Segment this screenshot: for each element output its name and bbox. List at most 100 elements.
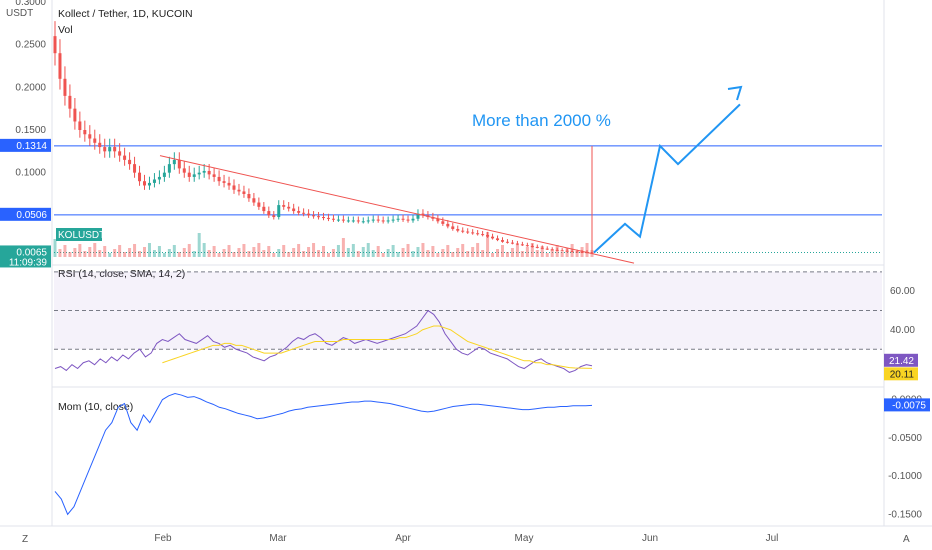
volume-bar [83, 251, 87, 257]
volume-bar [371, 250, 375, 257]
volume-label: Vol [58, 24, 73, 36]
candle-body [520, 244, 524, 246]
price-tick-label: 0.1500 [15, 125, 46, 136]
candle-body [525, 245, 529, 247]
candle-body [217, 176, 221, 182]
volume-bar [401, 248, 405, 257]
volume-bar [466, 251, 470, 257]
candle-body [242, 191, 246, 194]
candle-body [341, 219, 345, 221]
candle-body [456, 228, 460, 231]
volume-bar [322, 246, 325, 257]
volume-bar [525, 247, 529, 257]
candle-body [267, 211, 271, 216]
volume-bar [426, 250, 430, 257]
scale-mode-right[interactable]: A [903, 534, 910, 545]
candle-body [312, 215, 316, 217]
volume-bar [575, 251, 579, 257]
volume-bar [361, 247, 365, 257]
volume-bar [118, 245, 122, 257]
volume-bar [461, 244, 465, 257]
volume-bar [217, 253, 221, 257]
volume-bar [486, 232, 490, 257]
rsi-legend: RSI (14, close, SMA, 14, 2) [58, 268, 185, 280]
candle-body [476, 233, 480, 235]
candle-body [436, 218, 440, 222]
volume-bar [421, 243, 425, 257]
rsi-line [54, 309, 593, 373]
volume-bar [232, 252, 236, 257]
candle-body [317, 216, 321, 218]
candle-body [93, 138, 97, 143]
volume-bar [192, 251, 196, 257]
time-tick-label: Apr [395, 533, 411, 544]
candle-body [232, 185, 236, 190]
volume-bar [252, 247, 256, 257]
candle-body [391, 219, 395, 221]
candle-body [212, 174, 216, 177]
time-tick-label: May [515, 533, 534, 544]
volume-bar [456, 248, 460, 257]
volume-bar [58, 249, 62, 257]
volume-bar [242, 244, 246, 257]
volume-bar [197, 233, 201, 257]
volume-bar [302, 251, 306, 257]
volume-bar [207, 250, 211, 257]
volume-bar [406, 244, 410, 257]
volume-bar [331, 249, 335, 257]
candle-body [172, 159, 176, 165]
volume-bar [346, 248, 350, 257]
volume-bar [396, 252, 400, 257]
candle-body [78, 121, 82, 130]
volume-bar [287, 252, 291, 257]
price-tag-bg [0, 138, 51, 152]
candle-body [471, 232, 475, 234]
candle-body [326, 217, 330, 219]
rsi-sma-line [162, 325, 593, 369]
volume-bar [312, 243, 316, 257]
volume-bar [565, 248, 569, 257]
volume-bar [103, 246, 107, 257]
volume-bar [376, 246, 380, 257]
candle-body [351, 220, 355, 222]
volume-bar [292, 248, 296, 257]
candle-body [550, 249, 554, 251]
volume-bar [491, 253, 495, 257]
rsi-tick-label: 40.00 [890, 325, 915, 336]
candle-body [133, 164, 137, 173]
candle-body [510, 242, 514, 244]
candle-body [98, 142, 102, 148]
volume-bar [550, 249, 554, 257]
candle-body [282, 205, 286, 207]
rsi-value-tag-text: 20.11 [890, 369, 915, 380]
candle-body [292, 208, 296, 212]
candle-body [496, 238, 500, 241]
candle-body [118, 151, 122, 156]
scale-mode-left[interactable]: Z [22, 534, 28, 545]
mom-value-tag-bg [884, 398, 930, 412]
volume-bar [326, 253, 330, 257]
volume-bar [212, 246, 216, 257]
candle-body [322, 217, 325, 219]
volume-bar [152, 250, 156, 257]
volume-bar [520, 251, 524, 257]
time-tick-label: Jun [642, 533, 658, 544]
price-tag: 0.0506 [0, 207, 51, 221]
candle-body [227, 182, 231, 186]
candle-body [177, 159, 181, 169]
candle-body [356, 220, 360, 222]
candle-body [167, 164, 171, 173]
volume-bar [391, 245, 395, 257]
candle-body [272, 215, 276, 218]
volume-bar [510, 248, 514, 257]
candle-body [386, 220, 390, 222]
volume-bar [505, 252, 509, 257]
volume-bar [177, 252, 181, 257]
candle-body [481, 234, 485, 236]
mom-value-tag-text: -0.0075 [892, 400, 926, 411]
mom-legend: Mom (10, close) [58, 401, 133, 413]
candle-body [331, 218, 335, 220]
candle-body [73, 108, 77, 122]
candle-body [143, 181, 146, 186]
